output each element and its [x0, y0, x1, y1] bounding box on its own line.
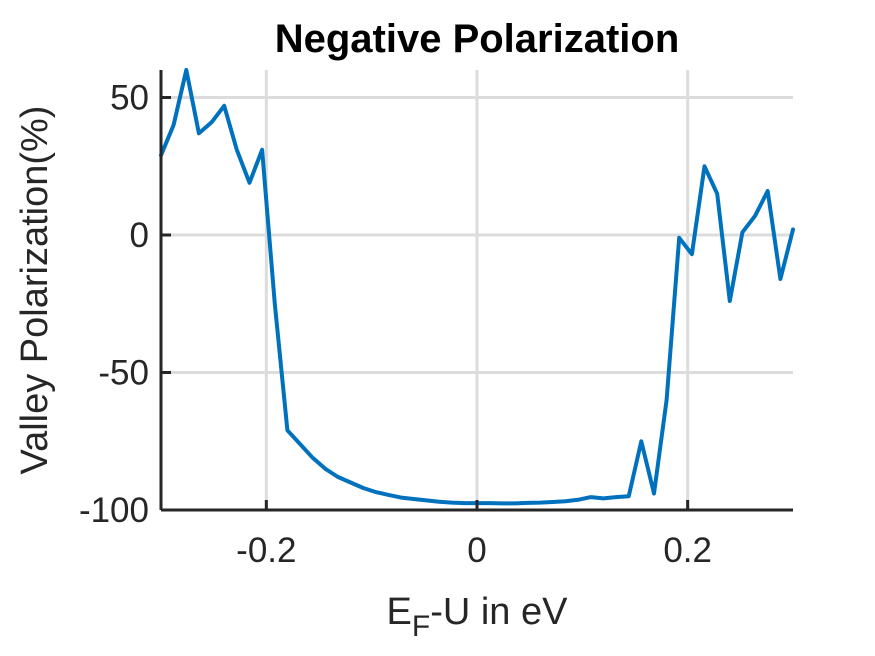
y-tick-label: -100 — [79, 491, 149, 530]
y-tick-label: 0 — [130, 216, 149, 255]
x-tick-label: -0.2 — [236, 531, 296, 570]
y-tick-label: -50 — [98, 354, 149, 393]
x-axis-label-subscript: F — [412, 610, 430, 643]
tick-labels: -0.2 0 0.2 -100 -50 0 50 — [79, 79, 712, 571]
x-tick-label: 0.2 — [663, 531, 712, 570]
chart-title: Negative Polarization — [275, 17, 680, 61]
y-tick-label: 50 — [110, 79, 149, 118]
ticks — [161, 96, 690, 512]
grid — [161, 70, 793, 512]
x-tick-label: 0 — [467, 531, 486, 570]
y-axis-label: Valley Polarization(%) — [14, 106, 56, 475]
x-axis-label: EF-U in eV — [387, 591, 569, 643]
